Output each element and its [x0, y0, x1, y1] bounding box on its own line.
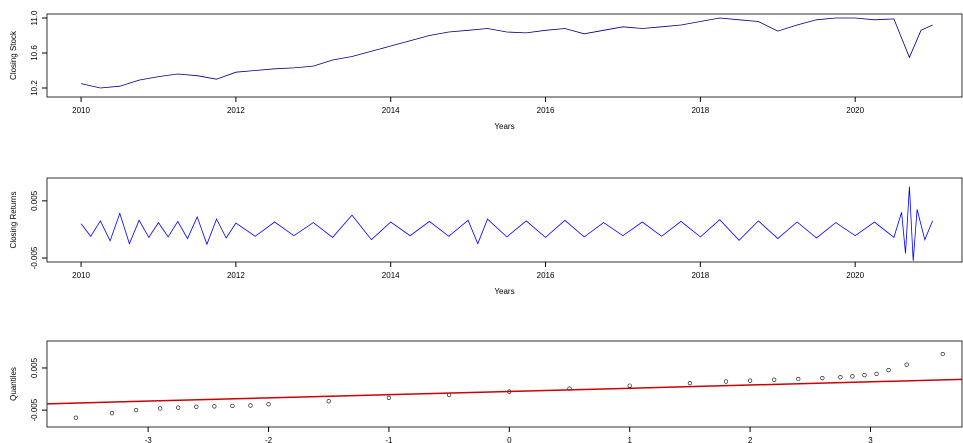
x-tick-label: 2010 — [72, 106, 90, 115]
qq-point — [212, 404, 217, 409]
qq-point — [627, 383, 632, 388]
qq-point — [73, 415, 78, 420]
y-tick-label: 10.2 — [30, 80, 39, 96]
qq-point — [874, 371, 879, 376]
x-tick-label: 2020 — [846, 106, 864, 115]
y-tick-label: 0.005 — [30, 357, 39, 378]
qq-point — [266, 402, 271, 407]
y-axis-title: Closing Stock — [9, 30, 18, 80]
x-tick-label: 2020 — [846, 271, 864, 280]
x-tick-label: 2016 — [537, 271, 555, 280]
qq-point — [109, 410, 115, 416]
x-tick-label: 2 — [748, 436, 753, 443]
qq-point — [176, 405, 181, 410]
qq-point — [230, 403, 235, 409]
qq-point — [386, 395, 392, 401]
qq-point — [687, 381, 693, 386]
qq-point — [886, 367, 891, 373]
y-axis-title: Quantiles — [9, 367, 18, 401]
y-tick-label: 11.0 — [30, 10, 39, 26]
y-tick-label: 0.005 — [30, 190, 39, 211]
x-tick-label: -2 — [265, 436, 273, 443]
qq-point — [862, 373, 867, 378]
x-tick-label: 3 — [868, 436, 873, 443]
qq-point — [850, 374, 855, 379]
y-axis-title: Closing Returns — [9, 192, 18, 249]
x-axis-title: Years — [494, 122, 514, 131]
qq-point — [326, 399, 331, 404]
x-tick-label: 2010 — [72, 271, 90, 280]
qq-point — [194, 404, 199, 409]
series-line — [81, 17, 933, 89]
reference-line — [46, 378, 963, 405]
x-tick-label: 2018 — [691, 106, 709, 115]
qq-point — [904, 362, 909, 367]
x-tick-label: 2014 — [382, 271, 400, 280]
qq-point — [723, 379, 729, 384]
x-tick-label: 2012 — [227, 106, 245, 115]
x-tick-label: 2014 — [382, 106, 400, 115]
x-tick-label: 2018 — [691, 271, 709, 280]
x-tick-label: 2016 — [537, 106, 555, 115]
y-tick-label: -0.005 — [30, 246, 39, 269]
qq-point — [838, 375, 843, 380]
qq-point — [248, 403, 253, 408]
qq-point — [796, 376, 801, 382]
x-tick-label: 1 — [627, 436, 632, 443]
y-tick-label: -0.005 — [30, 398, 39, 421]
qq-point — [940, 351, 945, 357]
x-tick-label: 0 — [507, 436, 512, 443]
x-tick-label: 2012 — [227, 271, 245, 280]
plot-box — [46, 13, 963, 98]
qq-point — [158, 406, 163, 411]
qq-point — [820, 375, 825, 381]
plot-box — [46, 177, 963, 263]
qq-point — [772, 377, 777, 382]
x-axis-title: Years — [494, 287, 514, 296]
qq-point — [133, 408, 139, 413]
qq-point — [748, 378, 753, 383]
x-tick-label: -1 — [385, 436, 393, 443]
y-tick-label: 10.6 — [30, 45, 39, 61]
series-line — [80, 186, 933, 261]
x-tick-label: -3 — [145, 436, 153, 443]
plot-box — [46, 340, 963, 428]
